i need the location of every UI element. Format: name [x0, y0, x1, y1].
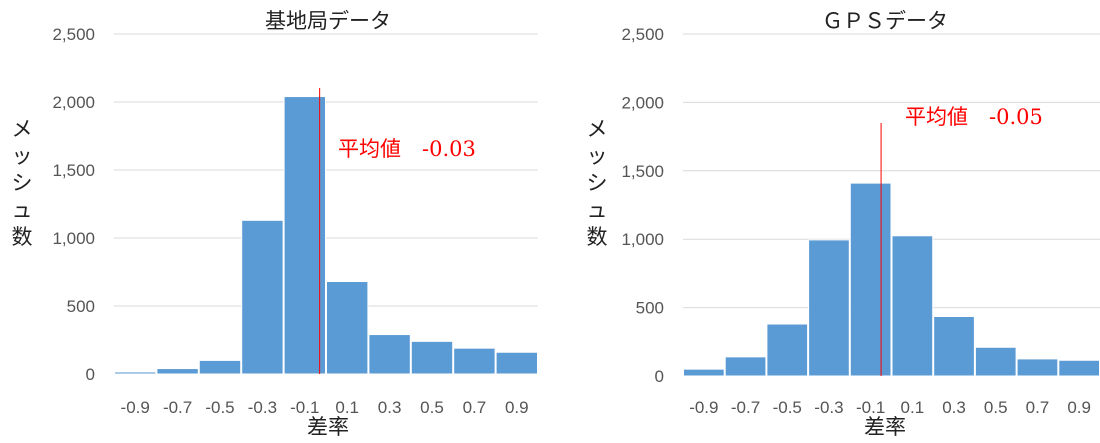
chart-0-x-tick-label: -0.1 — [290, 398, 319, 417]
chart-1-y-axis-label-text: メッシュ数 — [587, 117, 608, 249]
chart-0-x-tick-label: 0.5 — [420, 398, 444, 417]
chart-0-y-tick-label: 1,000 — [52, 229, 95, 248]
chart-1-bar — [1058, 359, 1100, 377]
chart-0-y-tick-label: 2,500 — [52, 25, 95, 44]
chart-0-x-tick-label: 0.9 — [505, 398, 529, 417]
chart-1-x-tick-label: -0.7 — [731, 398, 760, 417]
chart-1-y-tick-label: 0 — [655, 367, 664, 386]
chart-1-y-tick-label: 1,000 — [621, 230, 664, 249]
chart-1-x-tick-label: 0.3 — [942, 398, 966, 417]
chart-0-bars — [114, 96, 539, 375]
chart-1-x-tick-label: -0.5 — [773, 398, 802, 417]
chart-0-bar — [495, 351, 539, 375]
chart-0-title: 基地局データ — [265, 9, 391, 33]
chart-1-x-axis: -0.9 -0.7 -0.5 -0.3 -0.1 0.1 0.3 0.5 0.7 0.9 — [689, 398, 1091, 417]
chart-1-bar — [974, 346, 1017, 377]
chart-1-y-tick-label: 2,000 — [621, 93, 664, 112]
chart-0-x-axis: -0.9 -0.7 -0.5 -0.3 -0.1 0.1 0.3 0.5 0.7 0.9 — [121, 398, 529, 417]
chart-0-y-tick-label: 2,000 — [52, 93, 95, 112]
chart-0-bar — [156, 368, 199, 375]
chart-0-y-tick-label: 0 — [86, 365, 95, 384]
chart-1-y-tick-label: 500 — [636, 299, 664, 318]
chart-0-bar — [453, 347, 496, 375]
chart-1-x-tick-label: -0.1 — [856, 398, 885, 417]
chart-0-x-tick-label: 0.3 — [378, 398, 402, 417]
chart-1-bar — [849, 182, 892, 377]
chart-cell-gps: ＧＰＳデータ 0 500 1,000 1,500 2,000 2,500 メッシュ数 平均… — [587, 9, 1100, 439]
chart-0-mean-annotation: 平均値 -0.03 — [338, 137, 476, 161]
chart-1-bar — [1016, 358, 1059, 377]
chart-0-x-tick-label: -0.9 — [121, 398, 150, 417]
chart-0-y-tick-label: 500 — [67, 297, 95, 316]
chart-1-title: ＧＰＳデータ — [822, 9, 948, 33]
chart-1-bars — [683, 182, 1100, 377]
chart-0-y-axis-label-text: メッシュ数 — [12, 117, 33, 249]
chart-1-bar — [808, 239, 850, 377]
chart-0-bar — [326, 281, 369, 375]
chart-0-bar — [198, 359, 242, 375]
chart-0-bar — [368, 334, 411, 375]
chart-0-bar — [283, 96, 327, 375]
chart-0-y-axis: 0 500 1,000 1,500 2,000 2,500 — [52, 25, 95, 384]
chart-1-x-tick-label: -0.3 — [814, 398, 843, 417]
chart-1-bar — [933, 315, 975, 377]
chart-0-bar — [241, 219, 284, 375]
chart-1-y-axis: 0 500 1,000 1,500 2,000 2,500 — [621, 25, 664, 386]
chart-1-mean-annotation: 平均値 -0.05 — [905, 105, 1043, 129]
chart-0-x-tick-label: -0.7 — [163, 398, 192, 417]
chart-1-x-tick-label: 0.1 — [901, 398, 925, 417]
chart-0-x-axis-label: 差率 — [307, 415, 349, 439]
chart-1-x-tick-label: -0.9 — [689, 398, 718, 417]
chart-1-x-axis-label: 差率 — [864, 415, 906, 439]
chart-1-bar — [724, 356, 767, 377]
chart-0-x-tick-label: -0.5 — [205, 398, 234, 417]
chart-1-bar — [683, 368, 725, 377]
chart-0-x-tick-label: -0.3 — [248, 398, 277, 417]
chart-1-x-tick-label: 0.9 — [1067, 398, 1091, 417]
chart-1-x-tick-label: 0.7 — [1026, 398, 1050, 417]
chart-0-y-tick-label: 1,500 — [52, 161, 95, 180]
chart-1-y-tick-label: 1,500 — [621, 162, 664, 181]
chart-0-bar — [410, 340, 454, 375]
chart-1-y-tick-label: 2,500 — [621, 25, 664, 44]
chart-1-y-axis-label: メッシュ数 — [587, 117, 608, 249]
chart-1-x-tick-label: 0.5 — [984, 398, 1008, 417]
chart-1-bar — [891, 235, 934, 377]
chart-0-x-tick-label: 0.1 — [335, 398, 359, 417]
chart-cell-base-station: 基地局データ 0 500 1,000 1,500 2,000 2,500 メッシュ数 平均… — [12, 9, 539, 439]
chart-0-y-axis-label: メッシュ数 — [12, 117, 33, 249]
chart-0-bar — [114, 371, 157, 375]
chart-0-x-tick-label: 0.7 — [463, 398, 487, 417]
chart-1-bar — [766, 323, 809, 377]
